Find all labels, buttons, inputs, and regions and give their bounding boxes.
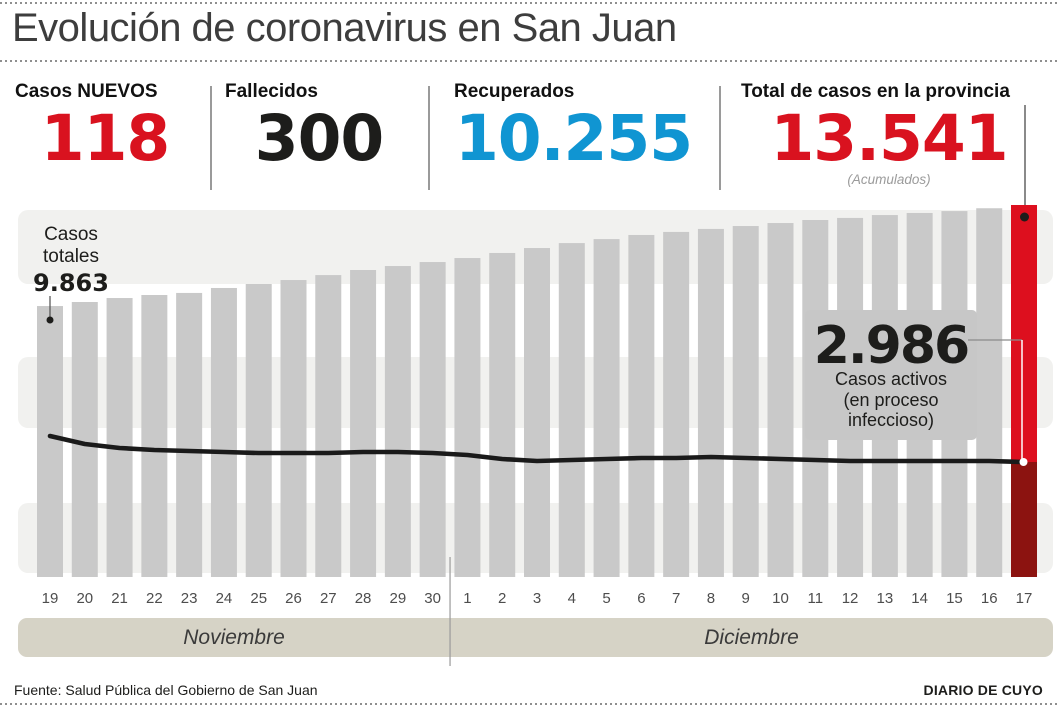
- stat-new-cases-value: 118: [40, 102, 171, 175]
- day-label-diciembre-4: 4: [568, 590, 576, 607]
- stat-recovered: Recuperados 10.255: [428, 66, 719, 197]
- first-total-label-line2: totales: [43, 246, 99, 267]
- month-label-diciembre: Diciembre: [704, 626, 799, 649]
- day-label-noviembre-29: 29: [390, 590, 407, 607]
- day-label-diciembre-12: 12: [842, 590, 859, 607]
- bar-diciembre-17-active-part: [1011, 204, 1038, 462]
- bar-noviembre-22: [141, 294, 168, 577]
- active-cases-label-line1: Casos activos: [835, 369, 947, 389]
- page-title: Evolución de coronavirus en San Juan: [12, 6, 677, 50]
- title-dotted-divider: [0, 60, 1059, 62]
- day-label-diciembre-5: 5: [602, 590, 610, 607]
- bar-noviembre-26: [280, 280, 307, 577]
- day-label-diciembre-14: 14: [911, 590, 928, 607]
- day-label-noviembre-19: 19: [42, 590, 59, 607]
- active-cases-value: 2.986: [814, 316, 968, 376]
- footer: Fuente: Salud Pública del Gobierno de Sa…: [14, 682, 1043, 698]
- bar-diciembre-1: [454, 258, 481, 577]
- bar-noviembre-29: [384, 266, 411, 577]
- active-cases-label-line2: (en proceso: [843, 390, 938, 410]
- day-label-diciembre-2: 2: [498, 590, 506, 607]
- day-label-diciembre-16: 16: [981, 590, 998, 607]
- day-label-diciembre-8: 8: [707, 590, 715, 607]
- bar-diciembre-9: [732, 226, 759, 578]
- day-label-diciembre-1: 1: [463, 590, 471, 607]
- bar-diciembre-7: [663, 231, 690, 577]
- bottom-dotted-divider: [0, 703, 1059, 705]
- day-label-noviembre-20: 20: [76, 590, 93, 607]
- bar-noviembre-28: [350, 269, 377, 577]
- stat-recovered-value: 10.255: [454, 102, 693, 175]
- day-label-diciembre-3: 3: [533, 590, 541, 607]
- background-band-1: [18, 210, 1053, 284]
- bar-diciembre-17-closed-part: [1011, 462, 1038, 577]
- bar-noviembre-30: [419, 262, 446, 577]
- stat-new-cases-label: Casos NUEVOS: [15, 81, 158, 102]
- day-label-noviembre-23: 23: [181, 590, 198, 607]
- bar-diciembre-5: [593, 239, 620, 577]
- bar-noviembre-20: [71, 302, 98, 577]
- stat-total-cases-note: (Acumulados): [847, 172, 931, 187]
- bar-noviembre-27: [315, 275, 342, 577]
- stat-deaths-label: Fallecidos: [225, 81, 318, 102]
- bar-diciembre-3: [524, 248, 551, 577]
- total-callout-dot: [1020, 212, 1029, 222]
- top-dotted-divider: [0, 2, 1059, 4]
- bar-noviembre-21: [106, 298, 133, 577]
- day-label-diciembre-10: 10: [772, 590, 789, 607]
- bar-noviembre-23: [176, 292, 203, 577]
- total-callout-line: [1024, 105, 1026, 217]
- bar-diciembre-4: [558, 243, 585, 578]
- day-label-diciembre-17: 17: [1016, 590, 1033, 607]
- first-total-pointer-dot: [46, 316, 54, 324]
- stats-row: Casos NUEVOS 118 Fallecidos 300 Recupera…: [0, 66, 1059, 197]
- stat-total-cases-label: Total de casos en la provincia: [741, 81, 1010, 102]
- stat-deaths: Fallecidos 300: [210, 66, 428, 197]
- day-label-noviembre-21: 21: [111, 590, 128, 607]
- first-total-label-line1: Casos: [44, 224, 98, 245]
- first-total-value: 9.863: [33, 269, 109, 297]
- bar-diciembre-2: [489, 252, 516, 577]
- day-label-noviembre-28: 28: [355, 590, 372, 607]
- stat-total-cases-value: 13.541: [770, 102, 1008, 175]
- day-label-noviembre-26: 26: [285, 590, 302, 607]
- day-label-noviembre-30: 30: [424, 590, 441, 607]
- active-cases-box: [805, 310, 977, 440]
- stat-total-cases: Total de casos en la provincia 13.541 (A…: [719, 66, 1059, 197]
- day-label-noviembre-24: 24: [216, 590, 233, 607]
- day-label-diciembre-13: 13: [877, 590, 894, 607]
- active-cases-label-line3: infeccioso): [848, 410, 934, 430]
- day-label-noviembre-27: 27: [320, 590, 337, 607]
- bar-diciembre-6: [628, 234, 655, 577]
- active-endpoint-dot: [1019, 458, 1028, 466]
- stat-new-cases: Casos NUEVOS 118: [0, 66, 210, 197]
- day-label-diciembre-7: 7: [672, 590, 680, 607]
- bar-noviembre-24: [210, 287, 237, 577]
- active-cases-line: [47, 433, 1027, 465]
- month-band: [18, 618, 1053, 657]
- day-label-diciembre-9: 9: [742, 590, 750, 607]
- bar-noviembre-19: [37, 306, 63, 577]
- day-label-diciembre-15: 15: [946, 590, 963, 607]
- brand-name: DIARIO DE CUYO: [923, 682, 1043, 698]
- month-label-noviembre: Noviembre: [183, 626, 285, 649]
- bar-diciembre-10: [767, 223, 794, 577]
- bar-diciembre-16: [976, 208, 1003, 577]
- stat-deaths-value: 300: [254, 102, 385, 175]
- stat-recovered-label: Recuperados: [454, 81, 575, 102]
- day-label-noviembre-22: 22: [146, 590, 163, 607]
- bar-noviembre-25: [245, 284, 272, 577]
- day-label-noviembre-25: 25: [250, 590, 267, 607]
- day-label-diciembre-6: 6: [637, 590, 645, 607]
- bar-diciembre-8: [697, 228, 724, 577]
- day-label-diciembre-11: 11: [808, 590, 824, 607]
- source-credit: Fuente: Salud Pública del Gobierno de Sa…: [14, 682, 318, 698]
